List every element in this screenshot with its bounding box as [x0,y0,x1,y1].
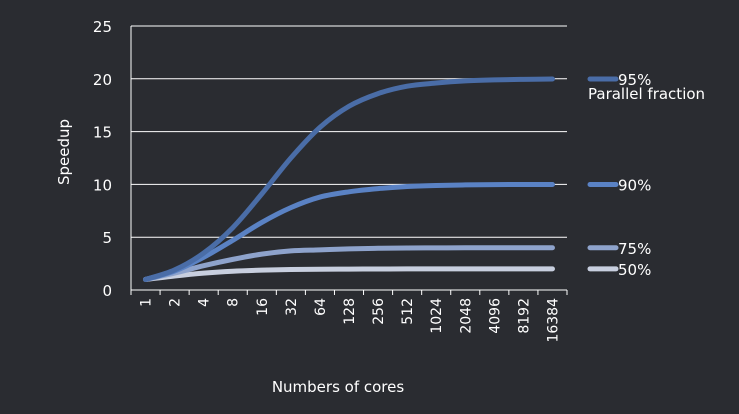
x-axis-label: Numbers of cores [272,378,405,396]
legend-title: Parallel fraction [588,85,705,103]
x-tick-label: 2 [168,298,184,307]
x-tick-label: 4 [197,298,213,307]
x-tick-label: 4096 [487,298,503,334]
axis-labels: Speedup Numbers of cores [55,119,404,396]
legend-label: 90% [618,177,651,195]
y-tick-label: 0 [102,282,112,300]
series-line-95pct [143,76,555,282]
y-tick-label: 20 [93,71,112,89]
x-tick-label: 32 [284,298,300,316]
x-tick-label: 8 [226,298,242,307]
x-tick-label: 128 [342,298,358,325]
x-tick-label: 256 [371,298,387,325]
x-tick-label: 8192 [516,298,532,334]
axes: 0 5 10 15 20 25 1 2 4 8 16 32 64 128 256 512 1024 2048 409… [93,18,568,343]
legend-label: 50% [618,261,651,279]
y-axis-label: Speedup [55,119,73,185]
x-tick-label: 16384 [545,298,561,343]
legend-label: 75% [618,240,651,258]
y-tick-label: 15 [93,124,112,142]
gridlines [131,25,567,238]
series-line-90pct [143,181,555,282]
y-tick-label: 5 [102,229,112,247]
x-tick-label: 16 [255,298,271,316]
x-tick-label: 1 [139,298,155,307]
legend: Parallel fraction 95% 90% 75% 50% [587,71,705,279]
x-tick-label: 1024 [429,298,445,334]
legend-label: 95% [618,71,651,89]
series-line-50pct [143,266,555,282]
y-tick-label: 25 [93,18,112,36]
x-tick-label: 64 [313,298,329,316]
y-tick-label: 10 [93,176,112,194]
x-tick-label: 2048 [458,298,474,334]
series-line-75pct [143,245,555,282]
series-lines [143,76,555,282]
x-tick-label: 512 [400,298,416,325]
